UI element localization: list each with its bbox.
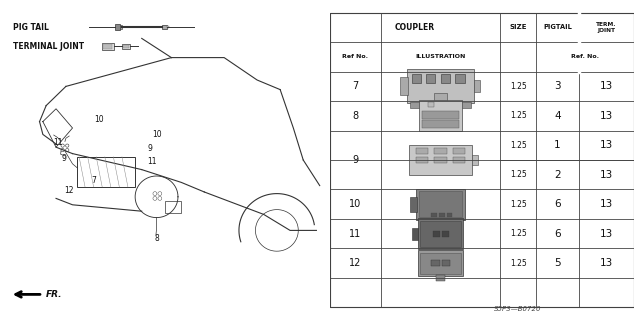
Bar <box>442 231 449 237</box>
Text: 1.25: 1.25 <box>509 141 527 150</box>
Text: 1.25: 1.25 <box>509 229 527 238</box>
Text: 4: 4 <box>554 111 561 121</box>
Text: Ref No.: Ref No. <box>342 54 369 59</box>
Text: PIG TAIL: PIG TAIL <box>13 23 49 32</box>
Bar <box>428 102 435 107</box>
Bar <box>399 77 408 95</box>
Bar <box>452 157 465 163</box>
Bar <box>436 275 445 281</box>
Bar <box>433 231 440 237</box>
Bar <box>120 25 122 29</box>
Bar <box>412 74 421 83</box>
Bar <box>431 260 440 266</box>
Bar <box>418 250 463 276</box>
Bar <box>452 148 465 155</box>
Text: 9: 9 <box>148 144 152 153</box>
Bar <box>472 156 478 164</box>
Bar <box>419 100 462 131</box>
Text: 11: 11 <box>349 229 362 239</box>
Bar <box>410 102 471 108</box>
Bar <box>431 213 437 217</box>
Text: 1.25: 1.25 <box>509 170 527 179</box>
Text: SIZE: SIZE <box>509 24 527 30</box>
Text: 8: 8 <box>353 111 358 121</box>
Bar <box>77 157 135 187</box>
Text: Ref. No.: Ref. No. <box>571 54 599 59</box>
Text: 10: 10 <box>94 116 104 124</box>
Bar <box>103 44 113 49</box>
Text: 9: 9 <box>62 154 67 163</box>
Bar <box>422 111 459 119</box>
Bar <box>416 157 428 163</box>
Bar <box>456 74 465 83</box>
Bar <box>447 213 452 217</box>
Text: 10: 10 <box>152 130 161 139</box>
Bar <box>167 26 169 28</box>
Text: 13: 13 <box>600 140 613 150</box>
Bar <box>122 44 130 49</box>
Bar <box>435 93 447 100</box>
Bar <box>442 260 451 266</box>
Text: 13: 13 <box>600 199 613 209</box>
Bar <box>416 148 428 155</box>
Bar <box>416 189 465 220</box>
Text: 11: 11 <box>147 157 156 166</box>
Text: 6: 6 <box>554 229 561 239</box>
Text: 10: 10 <box>349 199 362 209</box>
Bar <box>165 201 181 213</box>
Text: 6: 6 <box>554 199 561 209</box>
Bar <box>474 80 480 92</box>
Bar <box>407 69 474 103</box>
Bar <box>435 148 447 155</box>
Text: 7: 7 <box>352 81 358 91</box>
Text: 2: 2 <box>554 170 561 180</box>
Bar <box>419 191 463 217</box>
Bar <box>420 221 461 247</box>
Bar <box>102 43 114 50</box>
Text: 1.25: 1.25 <box>509 200 527 209</box>
Bar <box>410 196 417 212</box>
Bar <box>418 218 463 249</box>
Text: 5: 5 <box>554 258 561 268</box>
Text: 7: 7 <box>92 176 97 185</box>
Text: COUPLER: COUPLER <box>395 23 435 32</box>
Text: S5P3—B0720: S5P3—B0720 <box>494 306 542 312</box>
Bar <box>115 24 120 30</box>
Bar <box>409 145 472 175</box>
Text: TERM.
JOINT: TERM. JOINT <box>596 22 616 33</box>
Text: ILLUSTRATION: ILLUSTRATION <box>415 54 466 59</box>
Text: 1: 1 <box>554 140 561 150</box>
Text: TERMINAL JOINT: TERMINAL JOINT <box>13 42 84 51</box>
Text: 1.25: 1.25 <box>509 82 527 91</box>
Bar <box>412 228 419 240</box>
Text: 13: 13 <box>600 170 613 180</box>
Text: 13: 13 <box>600 81 613 91</box>
Bar <box>426 74 435 83</box>
Text: 3: 3 <box>554 81 561 91</box>
Bar <box>435 157 447 163</box>
Bar <box>439 213 445 217</box>
Text: 12: 12 <box>349 258 362 268</box>
Bar <box>161 25 168 29</box>
Text: FR.: FR. <box>46 290 63 299</box>
Bar <box>420 252 461 274</box>
Text: 8: 8 <box>154 234 159 243</box>
Bar <box>422 120 459 128</box>
Text: 13: 13 <box>600 111 613 121</box>
Text: 9: 9 <box>353 155 358 165</box>
Text: 11: 11 <box>53 138 63 147</box>
Text: PIGTAIL: PIGTAIL <box>543 24 572 30</box>
Bar <box>441 74 450 83</box>
Text: 13: 13 <box>600 229 613 239</box>
Text: 12: 12 <box>65 186 74 195</box>
Bar <box>123 45 129 48</box>
Text: 13: 13 <box>600 258 613 268</box>
Text: 1.25: 1.25 <box>509 259 527 268</box>
Text: 1.25: 1.25 <box>509 111 527 120</box>
